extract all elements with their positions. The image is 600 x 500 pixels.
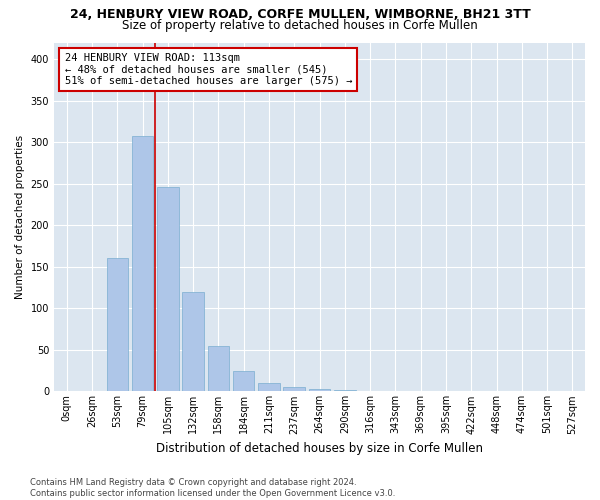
Bar bbox=[132, 136, 153, 392]
Y-axis label: Number of detached properties: Number of detached properties bbox=[15, 135, 25, 299]
Bar bbox=[283, 387, 305, 392]
Bar bbox=[157, 187, 179, 392]
Bar bbox=[334, 390, 356, 392]
X-axis label: Distribution of detached houses by size in Corfe Mullen: Distribution of detached houses by size … bbox=[156, 442, 483, 455]
Bar bbox=[385, 390, 406, 392]
Bar bbox=[233, 370, 254, 392]
Bar bbox=[359, 390, 381, 392]
Text: Contains HM Land Registry data © Crown copyright and database right 2024.
Contai: Contains HM Land Registry data © Crown c… bbox=[30, 478, 395, 498]
Text: Size of property relative to detached houses in Corfe Mullen: Size of property relative to detached ho… bbox=[122, 18, 478, 32]
Bar bbox=[107, 258, 128, 392]
Bar bbox=[208, 346, 229, 392]
Bar bbox=[309, 389, 330, 392]
Text: 24 HENBURY VIEW ROAD: 113sqm
← 48% of detached houses are smaller (545)
51% of s: 24 HENBURY VIEW ROAD: 113sqm ← 48% of de… bbox=[65, 53, 352, 86]
Text: 24, HENBURY VIEW ROAD, CORFE MULLEN, WIMBORNE, BH21 3TT: 24, HENBURY VIEW ROAD, CORFE MULLEN, WIM… bbox=[70, 8, 530, 20]
Bar bbox=[258, 383, 280, 392]
Bar bbox=[182, 292, 204, 392]
